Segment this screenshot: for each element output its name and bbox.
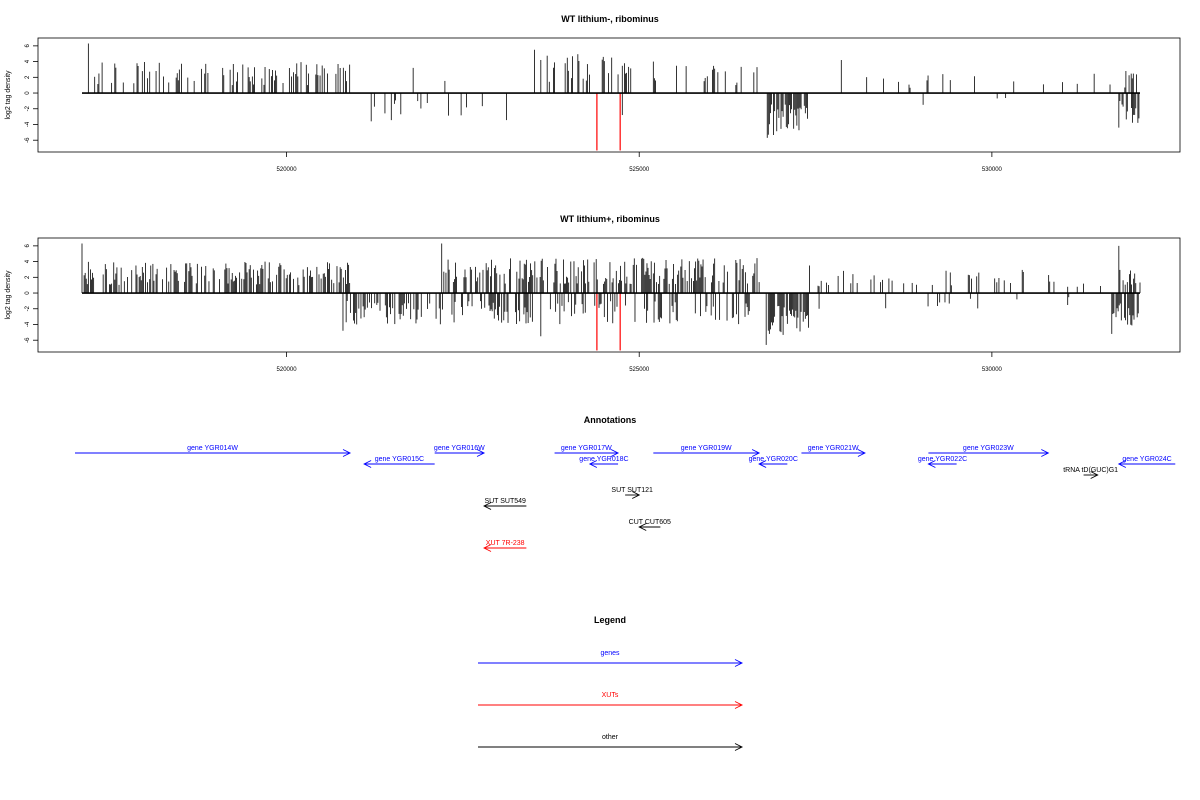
panel-1-highlights <box>596 93 621 151</box>
panel-1-ytick-label: -4 <box>25 121 31 127</box>
panel-2-frame <box>37 237 1181 353</box>
panel-1-xtick-label: 525000 <box>629 167 650 173</box>
panel-2-xtick-label: 525000 <box>629 367 650 373</box>
panel-2: WT lithium+, ribominus 520000 525000 530… <box>5 214 1181 373</box>
panel-1-ytick-label: -6 <box>25 137 31 143</box>
panel-1-ytick-label: 6 <box>25 44 31 48</box>
feature-label: gene YGR024C <box>1122 456 1171 463</box>
panel-2-xtick-label: 520000 <box>277 367 298 373</box>
feature-arrow <box>801 449 866 457</box>
feature-label: gene YGR023W <box>963 445 1014 452</box>
panel-2-ytick-label: 4 <box>25 259 31 263</box>
legend-label: XUTs <box>602 692 619 699</box>
panel-2-x-axis: 520000 525000 530000 <box>277 352 1003 373</box>
panel-2-y-axis-label: log2 tag density <box>5 270 12 320</box>
feature-arrow <box>758 460 788 468</box>
feature-label: gene YGR016W <box>434 445 485 452</box>
panel-1-ytick-label: 0 <box>25 91 31 95</box>
legend-arrow <box>478 743 744 751</box>
feature-label: tRNA tD(GUC)G1 <box>1063 467 1118 474</box>
annotation-features: gene YGR014W gene YGR015C gene YGR016W gene… <box>75 445 1176 552</box>
panel-1-ytick-label: 4 <box>25 59 31 63</box>
feature-arrow <box>638 523 661 531</box>
panel-2-title: WT lithium+, ribominus <box>560 214 660 224</box>
feature-label: XUT 7R-238 <box>486 540 525 547</box>
feature-arrow <box>1117 460 1176 468</box>
legend-label: genes <box>600 650 620 657</box>
panel-2-ytick-label: -4 <box>25 321 31 327</box>
feature-arrow <box>75 449 352 457</box>
feature-arrow <box>927 460 957 468</box>
feature-arrow <box>625 491 641 499</box>
panel-1: WT lithium-, ribominus 520000 525000 530… <box>5 14 1181 173</box>
feature-label: gene YGR021W <box>808 445 859 452</box>
panel-1-xtick-label: 520000 <box>277 167 298 173</box>
panel-1-title: WT lithium-, ribominus <box>561 14 659 24</box>
feature-label: SUT SUT549 <box>484 498 526 505</box>
panel-2-ytick-label: 6 <box>25 244 31 248</box>
feature-arrow <box>554 449 620 457</box>
feature-arrow <box>588 460 619 468</box>
feature-label: gene YGR020C <box>749 456 798 463</box>
panel-2-ytick-label: -2 <box>25 305 31 311</box>
panel-2-bars <box>81 243 1141 345</box>
legend-entries: genes XUTs other <box>478 650 744 751</box>
panel-1-bars <box>87 43 1140 138</box>
feature-label: gene YGR022C <box>918 456 967 463</box>
panel-2-xtick-label: 530000 <box>982 367 1003 373</box>
panel-1-y-axis-label: log2 tag density <box>5 70 12 120</box>
panel-2-ytick-label: 2 <box>25 275 31 279</box>
panel-2-y-axis: 6 4 2 0 -2 -4 -6 <box>25 244 38 343</box>
panel-1-frame <box>37 37 1181 153</box>
feature-arrow <box>483 502 527 510</box>
panel-2-ytick-label: -6 <box>25 337 31 343</box>
feature-arrow <box>1083 471 1099 479</box>
feature-label: gene YGR015C <box>375 456 424 463</box>
panel-2-highlights <box>596 293 621 351</box>
feature-arrow <box>434 449 486 457</box>
feature-label: SUT SUT121 <box>611 487 653 494</box>
panel-1-x-axis: 520000 525000 530000 <box>277 152 1003 173</box>
feature-arrow <box>928 449 1050 457</box>
feature-arrow <box>363 460 435 468</box>
feature-arrow <box>483 544 527 552</box>
feature-label: gene YGR017W <box>561 445 612 452</box>
legend-arrow <box>478 659 744 667</box>
legend: Legend genes XUTs other <box>478 615 744 751</box>
feature-label: CUT CUT605 <box>629 519 671 526</box>
legend-label: other <box>602 734 619 741</box>
panel-1-ytick-label: -2 <box>25 105 31 111</box>
panel-1-xtick-label: 530000 <box>982 167 1003 173</box>
legend-arrow <box>478 701 744 709</box>
panel-1-ytick-label: 2 <box>25 75 31 79</box>
feature-label: gene YGR014W <box>187 445 238 452</box>
annotations-title: Annotations <box>584 415 637 425</box>
legend-title: Legend <box>594 615 626 625</box>
feature-arrow <box>653 449 761 457</box>
feature-label: gene YGR019W <box>681 445 732 452</box>
panel-2-ytick-label: 0 <box>25 291 31 295</box>
panel-1-y-axis: 6 4 2 0 -2 -4 -6 <box>25 44 38 143</box>
feature-label: gene YGR018C <box>579 456 628 463</box>
